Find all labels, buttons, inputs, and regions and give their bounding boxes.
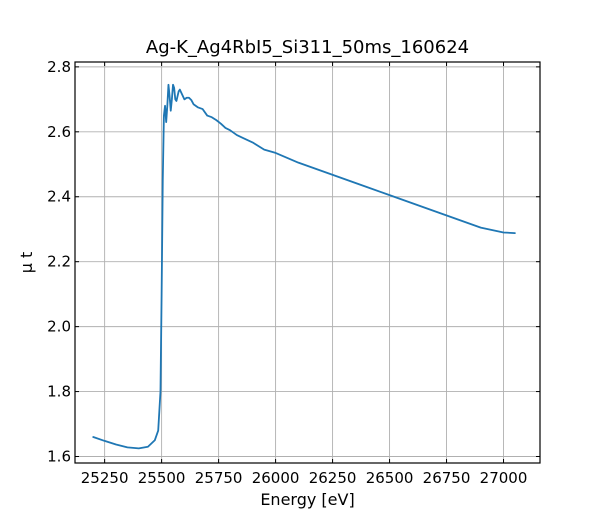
x-tick-label: 25750 xyxy=(195,469,243,487)
x-tick-label: 25250 xyxy=(81,469,129,487)
y-tick-label: 1.6 xyxy=(47,448,71,466)
series-line xyxy=(92,83,516,450)
y-tick-label: 2.6 xyxy=(47,123,71,141)
y-tick-label: 2.4 xyxy=(47,188,71,206)
y-axis-label: μ t xyxy=(17,252,36,274)
plot-area-frame xyxy=(74,61,541,464)
y-tick-label: 1.8 xyxy=(47,383,71,401)
y-tick-label: 2.0 xyxy=(47,318,71,336)
x-tick-label: 26000 xyxy=(252,469,300,487)
x-tick-label: 25500 xyxy=(138,469,186,487)
y-tick-label: 2.8 xyxy=(47,58,71,76)
grid-lines xyxy=(75,62,540,463)
x-axis-label: Energy [eV] xyxy=(260,490,354,509)
x-tick-label: 27000 xyxy=(480,469,528,487)
axis-ticks: 25250 25500 25750 26000 26250 26500 26750 27000… xyxy=(47,58,540,487)
x-tick-label: 26500 xyxy=(366,469,414,487)
chart-title: Ag-K_Ag4RbI5_Si311_50ms_160624 xyxy=(146,37,469,58)
series-layer xyxy=(92,83,516,450)
x-tick-label: 26250 xyxy=(309,469,357,487)
x-tick-label: 26750 xyxy=(423,469,471,487)
y-tick-label: 2.2 xyxy=(47,253,71,271)
